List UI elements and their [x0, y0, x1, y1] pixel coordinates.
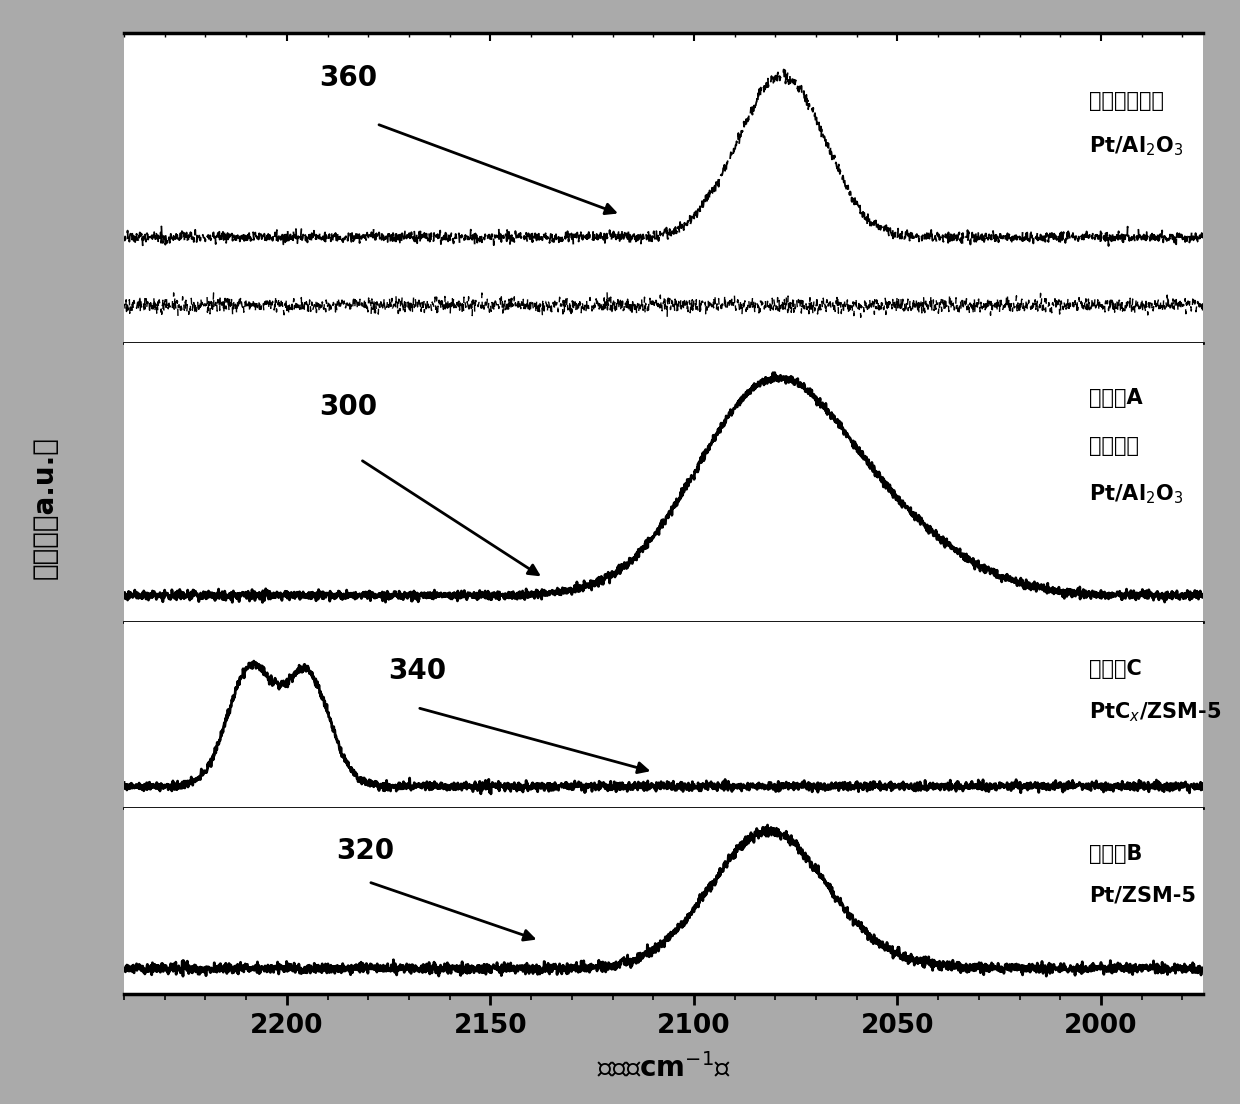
Text: 催化剂A: 催化剂A	[1089, 388, 1142, 407]
Text: 340: 340	[388, 657, 446, 684]
X-axis label: 波数（cm$^{-1}$）: 波数（cm$^{-1}$）	[596, 1053, 730, 1083]
Text: Pt/Al$_2$O$_3$: Pt/Al$_2$O$_3$	[1089, 482, 1183, 507]
Text: 还原后的: 还原后的	[1089, 436, 1138, 456]
Text: 吸收率（a.u.）: 吸收率（a.u.）	[31, 436, 60, 580]
Text: 300: 300	[320, 393, 377, 422]
Text: Pt/Al$_2$O$_3$: Pt/Al$_2$O$_3$	[1089, 135, 1183, 158]
Text: PtC$_x$/ZSM-5: PtC$_x$/ZSM-5	[1089, 700, 1221, 724]
Text: Pt/ZSM-5: Pt/ZSM-5	[1089, 885, 1195, 905]
Text: 360: 360	[320, 64, 377, 92]
Text: 乙烷处理后的: 乙烷处理后的	[1089, 92, 1164, 112]
Text: 催化剂B: 催化剂B	[1089, 843, 1142, 863]
Text: 催化剂C: 催化剂C	[1089, 659, 1142, 679]
Text: 320: 320	[336, 838, 394, 866]
